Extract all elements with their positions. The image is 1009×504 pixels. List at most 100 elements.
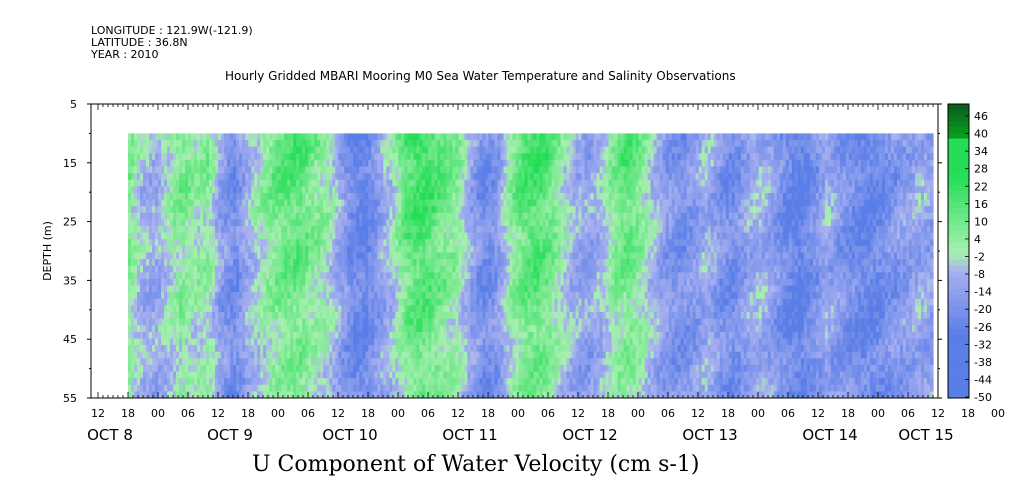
heatmap-cell (293, 159, 297, 168)
heatmap-cell (176, 259, 180, 267)
heatmap-cell (146, 351, 150, 359)
heatmap-cell (236, 358, 240, 366)
heatmap-cell (242, 212, 246, 220)
heatmap-cell (320, 391, 324, 398)
heatmap-cell (134, 391, 138, 398)
heatmap-cell (239, 153, 243, 161)
heatmap-cell (242, 272, 246, 280)
heatmap-cell (299, 298, 303, 306)
heatmap-cell (200, 384, 204, 392)
heatmap-cell (251, 358, 255, 366)
heatmap-cell (242, 239, 246, 247)
heatmap-cell (287, 173, 291, 181)
heatmap-cell (128, 331, 132, 340)
heatmap-cell (341, 318, 345, 326)
heatmap-cell (230, 259, 234, 267)
heatmap-cell (197, 325, 201, 333)
heatmap-cell (314, 252, 318, 260)
heatmap-cell (230, 298, 234, 306)
heatmap-cell (332, 245, 336, 254)
heatmap-cell (191, 153, 195, 161)
heatmap-cell (317, 331, 321, 340)
heatmap-cell (149, 338, 153, 346)
heatmap-cell (200, 378, 204, 386)
heatmap-cell (179, 358, 183, 366)
heatmap-cell (128, 364, 132, 373)
heatmap-cell (173, 166, 177, 174)
heatmap-cell (296, 219, 300, 227)
heatmap-cell (185, 272, 189, 280)
heatmap-cell (188, 245, 192, 254)
heatmap-cell (302, 146, 306, 154)
heatmap-cell (245, 298, 249, 306)
heatmap-cell (239, 331, 243, 340)
heatmap-cell (320, 212, 324, 220)
heatmap-cell (248, 338, 252, 346)
heatmap-cell (290, 140, 294, 148)
heatmap-cell (137, 331, 141, 340)
heatmap-cell (170, 265, 174, 273)
heatmap-cell (230, 239, 234, 247)
heatmap-cell (332, 312, 336, 320)
heatmap-cell (326, 345, 330, 353)
heatmap-cell (170, 245, 174, 254)
heatmap-cell (242, 384, 246, 392)
heatmap-cell (194, 364, 198, 373)
heatmap-cell (317, 285, 321, 293)
heatmap-cell (131, 305, 135, 313)
heatmap-cell (173, 298, 177, 306)
heatmap-cell (149, 245, 153, 254)
heatmap-cell (344, 186, 348, 194)
heatmap-cell (266, 206, 270, 214)
heatmap-cell (281, 371, 285, 379)
heatmap-cell (230, 186, 234, 194)
heatmap-cell (305, 298, 309, 306)
heatmap-cell (245, 206, 249, 214)
heatmap-cell (203, 192, 207, 201)
heatmap-cell (182, 166, 186, 174)
heatmap-cell (164, 166, 168, 174)
heatmap-cell (239, 265, 243, 273)
heatmap-cell (212, 259, 216, 267)
heatmap-cell (230, 179, 234, 187)
heatmap-cell (338, 391, 342, 398)
heatmap-cell (131, 232, 135, 240)
heatmap-cell (332, 292, 336, 300)
heatmap-cell (233, 358, 237, 366)
heatmap-cell (323, 345, 327, 353)
heatmap-cell (221, 252, 225, 260)
heatmap-cell (170, 259, 174, 267)
heatmap-cell (155, 265, 159, 273)
heatmap-cell (149, 325, 153, 333)
heatmap-cell (188, 312, 192, 320)
heatmap-cell (191, 239, 195, 247)
heatmap-cell (140, 192, 144, 201)
heatmap-cell (302, 338, 306, 346)
heatmap-cell (170, 358, 174, 366)
heatmap-cell (212, 331, 216, 340)
heatmap-cell (305, 245, 309, 254)
heatmap-cell (218, 378, 222, 386)
heatmap-cell (278, 285, 282, 293)
heatmap-cell (236, 259, 240, 267)
heatmap-cell (173, 285, 177, 293)
heatmap-cell (212, 278, 216, 287)
heatmap-cell (302, 292, 306, 300)
heatmap-cell (146, 252, 150, 260)
heatmap-cell (197, 292, 201, 300)
heatmap-cell (128, 305, 132, 313)
heatmap-cell (146, 219, 150, 227)
heatmap-cell (185, 212, 189, 220)
heatmap-cell (245, 318, 249, 326)
heatmap-cell (332, 278, 336, 287)
heatmap-cell (179, 305, 183, 313)
heatmap-cell (140, 285, 144, 293)
heatmap-cell (155, 358, 159, 366)
heatmap-cell (200, 153, 204, 161)
heatmap-cell (281, 239, 285, 247)
heatmap-cell (326, 351, 330, 359)
heatmap-cell (326, 146, 330, 154)
heatmap-cell (188, 325, 192, 333)
heatmap-cell (179, 272, 183, 280)
heatmap-cell (326, 239, 330, 247)
